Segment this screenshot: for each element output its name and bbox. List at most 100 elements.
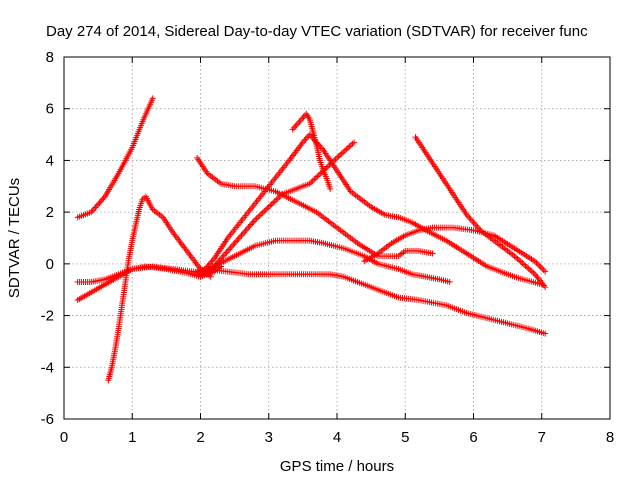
data-point	[92, 204, 99, 211]
data-point	[340, 149, 347, 156]
y-axis-label: SDTVAR / TECUs	[6, 178, 23, 298]
data-point	[312, 174, 319, 181]
data-point	[337, 152, 344, 159]
data-point	[534, 261, 541, 268]
data-point	[289, 126, 296, 133]
x-axis-label: GPS time / hours	[280, 458, 394, 475]
y-tick-label: -2	[41, 308, 54, 325]
x-tick-label: 7	[538, 429, 546, 446]
data-point	[271, 198, 278, 205]
x-tick-label: 8	[606, 429, 614, 446]
data-point	[296, 118, 303, 125]
data-point	[315, 172, 322, 179]
data-point	[217, 263, 224, 270]
data-point	[235, 235, 242, 242]
data-point	[338, 150, 345, 157]
data-point	[349, 140, 356, 147]
data-point	[228, 243, 235, 250]
data-point	[249, 220, 256, 227]
data-point	[528, 268, 535, 275]
data-point	[223, 249, 230, 256]
data-point	[252, 216, 259, 223]
data-point	[232, 238, 239, 245]
data-point	[258, 211, 265, 218]
data-point	[95, 201, 102, 208]
data-point	[242, 227, 249, 234]
data-point	[302, 136, 309, 143]
data-point	[222, 251, 229, 258]
x-tick-label: 6	[469, 429, 477, 446]
data-point	[351, 139, 358, 146]
data-point	[473, 222, 480, 229]
data-point	[291, 124, 298, 131]
data-point	[334, 154, 340, 161]
y-tick-label: 6	[46, 101, 54, 118]
x-tick-label: 2	[196, 429, 204, 446]
data-point	[292, 123, 299, 130]
data-point	[347, 142, 354, 149]
data-point	[332, 156, 339, 163]
data-point	[327, 185, 334, 192]
data-point	[446, 278, 453, 285]
data-point	[265, 203, 272, 210]
x-tick-label: 3	[265, 429, 273, 446]
data-point	[259, 209, 266, 216]
plot-area	[74, 95, 549, 384]
series-track-12	[412, 134, 549, 291]
y-tick-label: 2	[46, 204, 54, 221]
data-point	[99, 196, 106, 203]
data-point	[516, 257, 523, 264]
data-point	[267, 202, 274, 209]
data-point	[268, 201, 275, 208]
data-point	[469, 217, 476, 224]
data-point	[539, 265, 546, 272]
y-tick-label: 0	[46, 256, 54, 273]
data-point	[295, 120, 302, 127]
data-point	[514, 255, 521, 262]
data-point	[517, 258, 524, 265]
data-point	[470, 219, 477, 226]
data-point	[513, 254, 520, 261]
data-point	[91, 206, 98, 213]
data-point	[96, 199, 103, 206]
data-point	[341, 147, 348, 154]
data-point	[227, 244, 234, 251]
data-point	[525, 265, 532, 272]
data-point	[314, 173, 321, 180]
data-point	[311, 176, 318, 183]
series-track-9	[204, 266, 549, 337]
data-point	[309, 177, 316, 184]
tick-labels: 0 1 2 3 4 5 6 7 8 -6 -4 -2 0 2 4 6 8	[41, 49, 615, 446]
data-point	[536, 262, 543, 269]
data-point	[471, 221, 478, 228]
x-tick-label: 5	[401, 429, 409, 446]
y-tick-label: -6	[41, 411, 54, 428]
data-point	[542, 268, 549, 275]
data-point	[230, 241, 237, 248]
data-point	[537, 264, 544, 271]
series-track-8	[197, 131, 545, 288]
data-point	[238, 232, 245, 239]
series-track-3	[74, 263, 224, 304]
series-track-6	[194, 237, 453, 285]
series-track-10	[289, 110, 334, 192]
x-tick-label: 1	[128, 429, 136, 446]
series-track-5	[194, 154, 436, 260]
series-track-11	[361, 224, 549, 275]
data-point	[524, 264, 531, 271]
series-track-1	[74, 95, 156, 221]
data-point	[520, 261, 527, 268]
data-point	[234, 237, 241, 244]
data-point	[270, 199, 277, 206]
data-point	[255, 214, 262, 221]
data-point	[219, 254, 226, 261]
data-point	[527, 267, 534, 274]
data-point	[530, 269, 537, 276]
data-point	[262, 206, 269, 213]
data-point	[231, 240, 238, 247]
data-point	[303, 134, 310, 141]
data-point	[522, 262, 529, 269]
data-point	[256, 212, 263, 219]
data-point	[299, 115, 306, 122]
